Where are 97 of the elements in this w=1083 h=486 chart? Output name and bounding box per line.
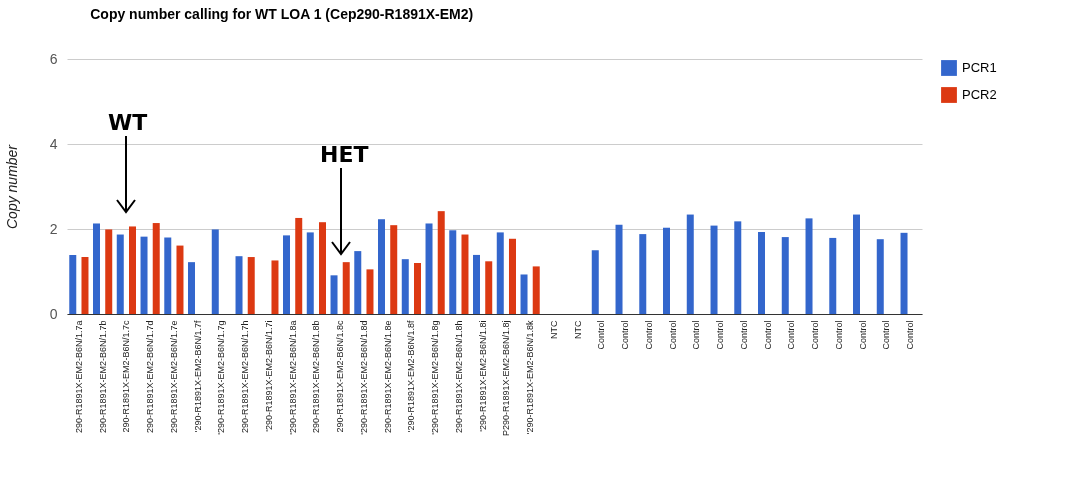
x-tick-label: NTC xyxy=(572,320,583,339)
bar xyxy=(283,235,291,314)
annotation: HET xyxy=(320,142,369,167)
x-tick-label: 290-R1891X-EM2-B6N/1.7h xyxy=(240,320,251,434)
bar xyxy=(449,230,457,314)
x-tick-label: Control xyxy=(881,320,892,350)
bar xyxy=(473,254,481,314)
x-tick-label: 290-R1891X-EM2-B6N/1.7a xyxy=(73,320,84,434)
x-tick-label: '290-R1891X-EM2-B6N/1.7g xyxy=(216,320,227,435)
bar xyxy=(140,236,148,314)
bar xyxy=(496,232,504,314)
x-tick-label: '290-R1891X-EM2-B6N/1.8g xyxy=(430,320,441,435)
bar xyxy=(413,263,421,314)
bar xyxy=(734,221,742,314)
bar xyxy=(532,266,540,314)
x-tick-label: Control xyxy=(833,320,844,350)
y-tick-label: 6 xyxy=(49,50,58,67)
bar xyxy=(318,222,326,314)
bar xyxy=(591,250,599,314)
x-tick-label: Control xyxy=(738,320,749,350)
bar xyxy=(805,218,813,314)
y-tick-label: 2 xyxy=(49,220,58,237)
x-tick-label: Control xyxy=(715,320,726,350)
x-tick-label: '290-R1891X-EM2-B6N/1.8f xyxy=(406,320,417,433)
bar xyxy=(295,217,303,314)
x-tick-label: 290-R1891X-EM2-B6N/1.7e xyxy=(168,320,179,434)
x-tick-label: 290-R1891X-EM2-B6N/1.8h xyxy=(453,320,464,434)
bar xyxy=(663,227,671,314)
x-tick-label: Control xyxy=(762,320,773,350)
x-tick-label: 290-R1891X-EM2-B6N/1.8c xyxy=(335,320,346,433)
x-tick-label: 290-R1891X-EM2-B6N/1.7b xyxy=(97,320,108,434)
x-tick-label: Control xyxy=(667,320,678,350)
bar xyxy=(81,257,89,314)
bar xyxy=(390,225,398,314)
x-tick-label: P290-R1891X-EM2-B6N/1.8j xyxy=(501,320,512,437)
bar xyxy=(686,214,694,314)
y-tick-label: 0 xyxy=(49,305,58,322)
x-tick-label: '290-R1891X-EM2-B6N/1.7i xyxy=(263,320,274,432)
bar xyxy=(401,259,409,314)
bar xyxy=(758,231,766,314)
bar xyxy=(342,262,350,314)
bar xyxy=(271,260,279,314)
bar xyxy=(235,256,243,314)
bar xyxy=(508,238,516,314)
x-tick-label: '290-R1891X-EM2-B6N/1.8d xyxy=(358,320,369,435)
bar xyxy=(164,237,172,314)
bar xyxy=(152,223,160,314)
x-tick-label: 290-R1891X-EM2-B6N/1.7c xyxy=(121,320,132,433)
bar xyxy=(176,245,184,314)
bar xyxy=(378,219,386,314)
bar xyxy=(437,211,445,314)
chart-title: Copy number calling for WT LOA 1 (Cep290-R1891X-EM2) xyxy=(90,6,474,22)
bar xyxy=(710,225,718,314)
x-tick-label: '290-R1891X-EM2-B6N/1.8a xyxy=(287,320,298,435)
bar xyxy=(188,262,196,314)
annotation: WT xyxy=(108,110,148,135)
bar xyxy=(485,261,493,314)
x-tick-label: Control xyxy=(643,320,654,350)
x-tick-label: '290-R1891X-EM2-B6N/1.7f xyxy=(192,320,203,433)
bar xyxy=(366,269,374,314)
bar xyxy=(461,234,469,314)
bar xyxy=(520,274,528,314)
bar xyxy=(829,237,837,314)
x-tick-label: 290-R1891X-EM2-B6N/1.8b xyxy=(311,320,322,434)
bar xyxy=(876,239,884,314)
x-tick-label: Control xyxy=(691,320,702,350)
x-tick-label: Control xyxy=(905,320,916,350)
x-tick-label: 290-R1891X-EM2-B6N/1.7d xyxy=(145,320,156,434)
x-tick-label: Control xyxy=(620,320,631,350)
bar xyxy=(781,237,789,314)
bar xyxy=(330,275,338,314)
bar xyxy=(69,254,77,314)
bar xyxy=(354,251,362,314)
y-axis-title: Copy number xyxy=(3,143,20,230)
x-tick-label: '290-R1891X-EM2-B6N/1.8i xyxy=(477,320,488,432)
bar xyxy=(306,232,314,314)
bar xyxy=(116,234,124,314)
x-tick-label: Control xyxy=(786,320,797,350)
bar xyxy=(93,223,101,314)
bar xyxy=(639,234,647,314)
x-tick-label: NTC xyxy=(548,320,559,339)
x-tick-label: Control xyxy=(596,320,607,350)
bar xyxy=(105,229,113,314)
bar xyxy=(900,232,908,314)
bar xyxy=(247,257,255,314)
x-tick-label: Control xyxy=(857,320,868,350)
bar xyxy=(425,223,433,314)
y-tick-label: 4 xyxy=(49,135,58,152)
bar xyxy=(211,229,219,314)
bar xyxy=(128,226,136,314)
legend-label: PCR1 xyxy=(962,60,997,75)
x-tick-label: 290-R1891X-EM2-B6N/1.8e xyxy=(382,320,393,434)
legend-label: PCR2 xyxy=(962,87,997,102)
x-tick-label: '290-R1891X-EM2-B6N/1.8k xyxy=(525,320,536,435)
bar xyxy=(853,214,861,314)
bar xyxy=(615,224,623,314)
x-tick-label: Control xyxy=(810,320,821,350)
